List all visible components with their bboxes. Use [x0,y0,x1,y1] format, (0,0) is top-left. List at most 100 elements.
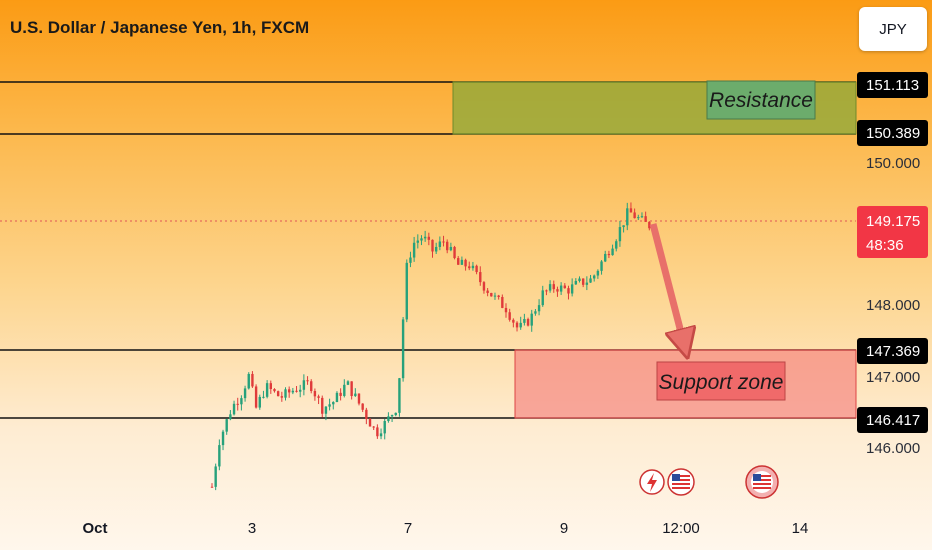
candle-body [420,238,423,241]
support-label-box [656,361,786,401]
candle-body [240,398,243,405]
candle-body [379,433,383,437]
candle-body [291,390,295,393]
candle-body [339,392,342,396]
chart-title: U.S. Dollar / Japanese Yen, 1h, FXCM [10,18,310,37]
candle-body [468,266,471,269]
candle-body [471,265,475,269]
level-tag-150389-bg [857,120,928,146]
candle-body [398,378,401,413]
currency-button[interactable]: JPY [859,7,927,51]
candle-body [372,426,375,428]
candle-body [236,403,239,405]
candle-body [354,393,357,397]
candle-body [405,262,408,320]
candle-body [390,415,394,417]
x-tick-3: 3 [248,520,256,537]
candle-body [574,280,578,285]
candle-body [280,396,284,398]
candle-body [589,278,592,283]
us-flag-event-icon[interactable] [667,468,695,496]
candle-body [446,241,449,251]
candle-body [306,380,309,382]
y-tick-146000: 146.000 [866,440,920,457]
candle-body [618,227,622,242]
resistance-label-box [706,80,816,120]
level-tag-147369: 147.369 [866,343,920,360]
candle-body [523,318,526,323]
candle-body [412,242,416,258]
candle-body [254,386,258,408]
candle-body [214,466,217,487]
candle-body [361,403,364,410]
candle-body [383,421,386,434]
candle-body [556,289,559,292]
candle-body [530,313,533,326]
candle-body [229,414,232,420]
candle-body [328,404,331,407]
candle-body [537,305,541,312]
candle-body [486,290,489,293]
candle-body [552,284,555,290]
candle-body [221,431,225,446]
candle-body [210,486,214,488]
candle-body [302,380,306,390]
candle-body [622,225,625,228]
us-flag-event-icon-2[interactable] [745,465,779,499]
candle-body [295,390,298,392]
candle-body [357,393,361,404]
x-tick-7: 7 [404,520,412,537]
candle-body [493,295,497,297]
level-tag-151113-bg [857,72,928,98]
candle-body [611,248,614,256]
candle-body [512,319,515,323]
candle-body [287,389,291,393]
candle-body [578,278,581,281]
candle-body [310,381,313,392]
candle-body [585,282,589,285]
candle-body [376,427,379,437]
y-tick-150000: 150.000 [866,155,920,172]
candle-body [464,259,467,267]
candle-body [346,381,350,385]
candle-body [629,208,633,213]
candle-body [534,311,537,314]
flash-event-icon[interactable] [639,469,665,495]
candle-body [258,396,261,408]
current-price-tag-bg [857,206,928,258]
candle-body [232,403,236,415]
y-tick-147000: 147.000 [866,369,920,386]
candle-body [545,290,548,292]
candle-body [365,409,368,420]
projection-arrow[interactable] [649,223,684,344]
candle-body [350,381,353,397]
candle-body [526,318,530,326]
candle-body [243,388,247,399]
candle-body [438,241,442,247]
candle-body [394,412,397,416]
candle-body [247,373,250,389]
candle-body [335,392,339,403]
level-tag-146417-bg [857,407,928,433]
candle-body [563,285,566,289]
candle-body [299,389,302,392]
candle-body [262,396,265,398]
candle-body [218,445,221,467]
candle-body [497,295,500,297]
candle-body [324,406,328,414]
candle-body [479,272,482,283]
candle-body [269,383,272,390]
candle-body [541,290,544,306]
candle-body [490,292,493,297]
candle-body [423,236,427,239]
candle-body [548,284,552,291]
candle-body [265,383,269,397]
candle-body [596,270,600,276]
candle-body [457,258,460,265]
candle-body [284,389,287,398]
candle-body [460,259,464,265]
candle-body [387,416,390,422]
candlestick-series[interactable] [210,202,655,491]
support-label: Support zone [659,371,784,394]
